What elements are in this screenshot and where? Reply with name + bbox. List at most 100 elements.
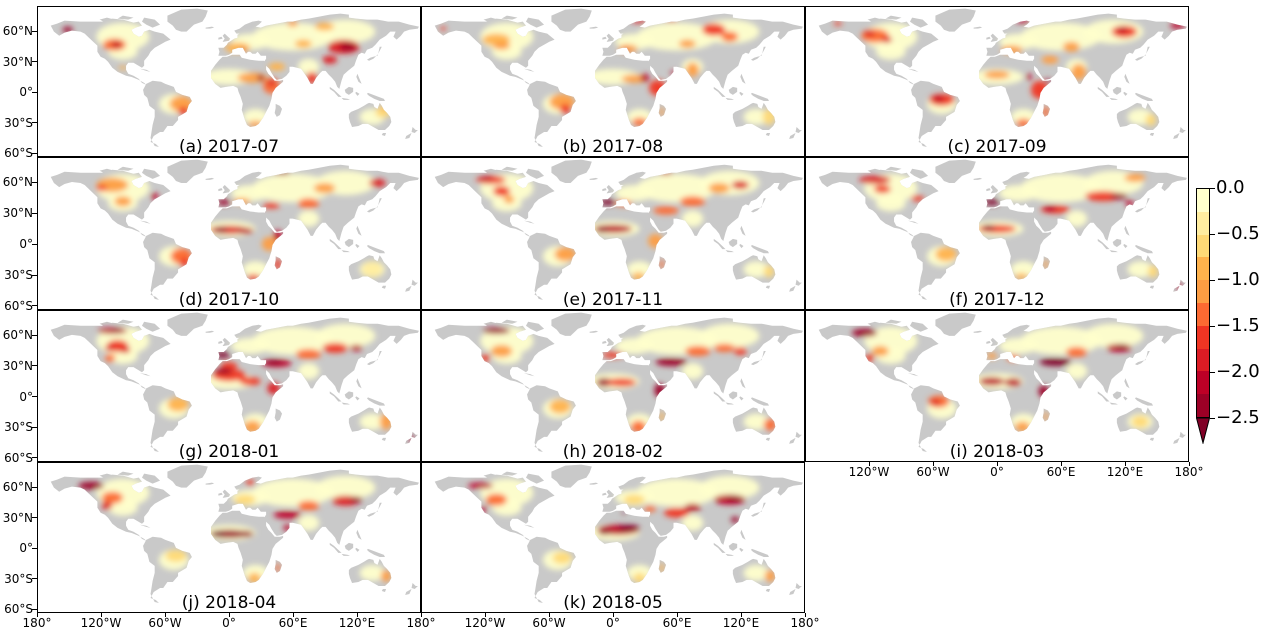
lat-tickmark	[32, 486, 37, 488]
lat-tick-label: 60°N	[2, 24, 33, 38]
map-panel-d: (d) 2017-10	[37, 157, 421, 310]
lon-tick-label: 60°E	[662, 616, 692, 630]
map-panel-e: (e) 2017-11	[421, 157, 805, 310]
lon-tick-label: 60°W	[148, 616, 182, 630]
lon-tick-label: 0°	[222, 616, 236, 630]
lon-tick-label: 180°	[22, 616, 52, 630]
lat-tickmark	[32, 547, 37, 549]
lon-tickmark	[1124, 462, 1126, 466]
lon-tick-label: 120°E	[1106, 465, 1144, 479]
world-map	[422, 311, 804, 461]
colorbar-extend-arrow-icon	[1196, 418, 1210, 444]
lon-tickmark	[1188, 462, 1190, 466]
colorbar-tickmark	[1210, 371, 1215, 373]
colorbar-tick-label: −1.5	[1216, 315, 1260, 336]
colorbar-tickmark	[1210, 325, 1215, 327]
world-map	[422, 7, 804, 156]
lat-tick-label: 30°N	[2, 358, 33, 373]
lon-tickmark	[356, 613, 358, 617]
map-panel-f: (f) 2017-12	[805, 157, 1189, 310]
map-panel-b: (b) 2017-08	[421, 6, 805, 157]
colorbar-segment	[1197, 348, 1209, 372]
lat-tick-label: 60°N	[2, 175, 33, 190]
map-panel-j: (j) 2018-04	[37, 462, 421, 613]
lon-tickmark	[612, 613, 614, 617]
lon-tickmark	[804, 613, 806, 617]
lat-tick-label: 0°	[19, 237, 33, 252]
lat-tick-label: 60°S	[4, 450, 33, 465]
lon-tickmark	[292, 613, 294, 617]
anomaly-blobs	[96, 323, 414, 443]
map-panel-g: (g) 2018-01	[37, 310, 421, 462]
lat-tickmark	[32, 274, 37, 276]
lon-tick-label: 0°	[606, 616, 620, 630]
lon-tickmark	[868, 462, 870, 466]
lat-tickmark	[32, 396, 37, 398]
lat-tick-label: 60°N	[2, 480, 33, 494]
lat-tickmark	[32, 305, 37, 307]
colorbar-segment	[1197, 280, 1209, 303]
colorbar-segment	[1197, 394, 1209, 417]
lat-tick-label: 30°S	[4, 571, 33, 586]
world-map	[422, 463, 804, 612]
lon-tickmark	[228, 613, 230, 617]
lat-tickmark	[32, 426, 37, 428]
anomaly-blobs	[78, 475, 392, 583]
colorbar-tickmark	[1210, 279, 1215, 281]
lat-tickmark	[32, 61, 37, 62]
lon-tickmark	[36, 613, 38, 617]
anomaly-blobs	[96, 170, 386, 281]
lat-tick-label: 30°S	[4, 420, 33, 435]
anomaly-blobs	[859, 170, 1182, 291]
world-map	[806, 7, 1188, 156]
lat-tickmark	[32, 517, 37, 518]
lat-tickmark	[32, 243, 37, 245]
lon-tick-label: 120°W	[464, 616, 506, 630]
lon-tickmark	[420, 613, 422, 617]
anomaly-blobs	[62, 19, 391, 127]
lon-tickmark	[996, 462, 998, 466]
lat-tick-label: 0°	[19, 389, 33, 404]
colorbar-segment	[1197, 257, 1209, 281]
colorbar-segment	[1197, 325, 1209, 349]
lon-tickmark	[1060, 462, 1062, 466]
colorbar-tick-label: −2.5	[1216, 407, 1260, 428]
colorbar-segment	[1197, 211, 1209, 235]
lat-tickmark	[32, 365, 37, 367]
lat-tick-label: 60°S	[4, 602, 33, 616]
lat-tickmark	[32, 122, 37, 123]
colorbar-segment	[1197, 371, 1209, 395]
lat-tickmark	[32, 181, 37, 183]
lat-tick-label: 0°	[19, 541, 33, 555]
lat-tick-label: 60°N	[2, 328, 33, 343]
lon-tick-label: 120°W	[848, 465, 890, 479]
lat-tick-label: 30°N	[2, 510, 33, 525]
lon-tickmark	[484, 613, 486, 617]
colorbar-tick-label: 0.0	[1216, 177, 1245, 198]
lat-tickmark	[32, 91, 37, 93]
lon-tickmark	[676, 613, 678, 617]
lon-tickmark	[740, 613, 742, 617]
lat-tick-label: 30°N	[2, 206, 33, 221]
lon-tick-label: 0°	[990, 465, 1004, 479]
lat-tick-label: 30°S	[4, 115, 33, 130]
anomaly-blobs	[480, 323, 777, 433]
lat-tick-label: 60°S	[4, 298, 33, 313]
lat-tickmark	[32, 30, 37, 32]
lat-tickmark	[32, 152, 37, 154]
colorbar-tickmark	[1210, 417, 1215, 419]
lat-tickmark	[32, 457, 37, 459]
lon-tick-label: 120°E	[338, 616, 376, 630]
lat-tickmark	[32, 334, 37, 336]
lat-tickmark	[32, 608, 37, 610]
world-map	[38, 463, 420, 612]
colorbar-gradient-bar	[1196, 188, 1210, 418]
lon-tick-label: 180°	[406, 616, 436, 630]
colorbar-tick-label: −0.5	[1216, 223, 1260, 244]
lat-tick-label: 30°N	[2, 54, 33, 69]
lon-tick-label: 60°W	[916, 465, 950, 479]
world-map	[806, 311, 1188, 461]
lon-tick-label: 60°W	[532, 616, 566, 630]
world-map	[422, 158, 804, 309]
lon-tick-label: 120°W	[80, 616, 122, 630]
